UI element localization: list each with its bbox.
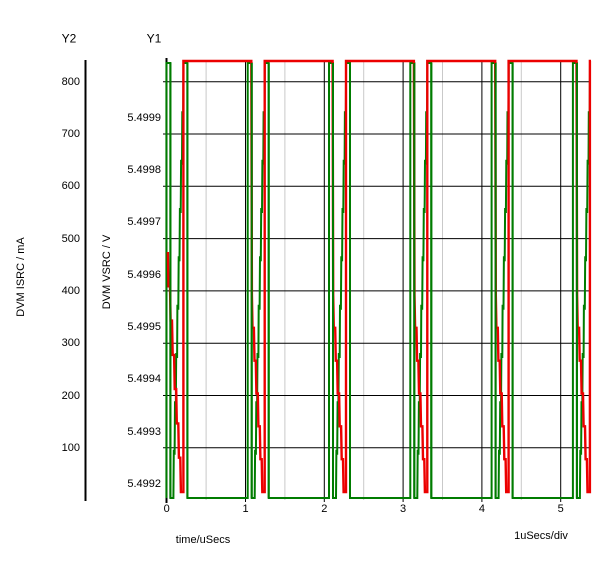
trace-dvm-vsrc xyxy=(165,62,591,499)
y2-tick-label: 400 xyxy=(61,284,80,297)
trace-dvm-isrc xyxy=(166,59,592,494)
y2-tick-label: 600 xyxy=(61,180,80,193)
x-tick-label: 4 xyxy=(478,503,485,515)
y2-tick-label: 800 xyxy=(61,75,80,88)
y1-tick-label: 5.4996 xyxy=(127,268,161,281)
y1-tick-label: 5.4997 xyxy=(127,216,161,229)
y2-axis-header: Y2 xyxy=(61,31,77,46)
y2-tick-label: 700 xyxy=(61,128,80,140)
y2-tick-label: 100 xyxy=(61,441,80,454)
y1-tick-label: 5.4995 xyxy=(127,320,161,333)
y1-tick-label: 5.4999 xyxy=(127,111,161,124)
y2-tick-label: 500 xyxy=(61,232,80,245)
y1-tick-label: 5.4993 xyxy=(127,425,161,438)
x-tick-label: 2 xyxy=(321,503,328,515)
y2-tick-label: 300 xyxy=(61,337,80,350)
y1-axis-header: Y1 xyxy=(146,31,162,46)
x-scale-per-division-label: 1uSecs/div xyxy=(514,530,568,542)
x-axis-title: time/uSecs xyxy=(175,534,231,546)
y1-tick-label: 5.4992 xyxy=(127,477,161,490)
x-tick-label: 5 xyxy=(557,503,564,515)
y1-tick-label: 5.4998 xyxy=(127,164,161,176)
y2-tick-label: 200 xyxy=(61,389,80,402)
x-tick-label: 0 xyxy=(163,503,170,515)
x-tick-label: 1 xyxy=(242,503,249,515)
x-tick-label: 3 xyxy=(400,503,407,515)
y1-tick-label: 5.4994 xyxy=(127,373,161,386)
